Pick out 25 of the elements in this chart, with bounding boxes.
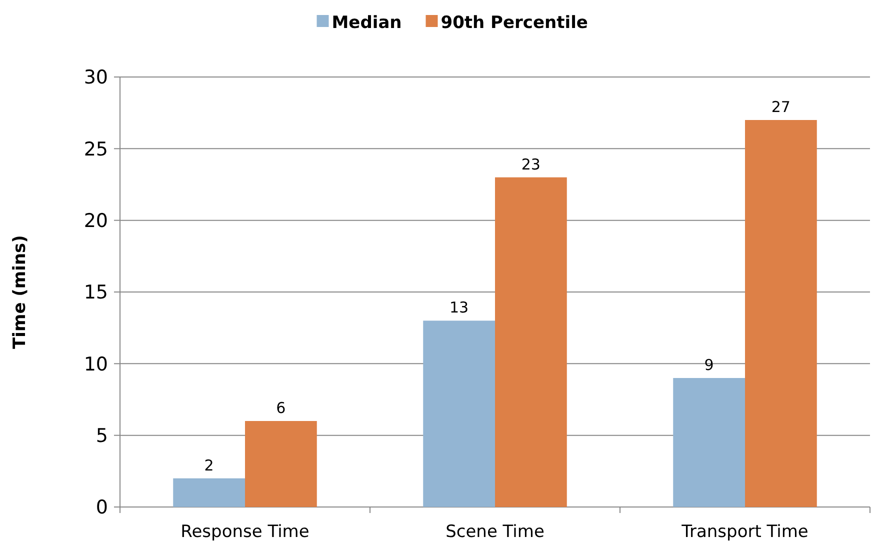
y-tick-label: 0	[96, 496, 108, 519]
bar	[673, 378, 745, 507]
data-label: 2	[204, 456, 214, 474]
bar	[495, 177, 567, 507]
x-tick-label: Response Time	[180, 522, 310, 542]
data-label: 23	[521, 155, 540, 174]
data-label: 9	[704, 356, 714, 374]
y-axis-title: Time (mins)	[10, 235, 30, 349]
legend-label: Median	[332, 12, 402, 33]
legend-label: 90th Percentile	[440, 12, 588, 33]
data-label: 27	[771, 98, 790, 116]
y-tick-label: 5	[96, 424, 108, 447]
y-tick-label: 10	[84, 353, 108, 376]
x-tick-label: Scene Time	[446, 522, 544, 542]
y-tick-label: 15	[84, 282, 108, 304]
x-tick-label: Transport Time	[680, 522, 808, 542]
data-label: 6	[276, 399, 286, 417]
y-tick-label: 25	[84, 138, 108, 160]
bar	[245, 421, 317, 507]
data-label: 13	[450, 298, 469, 317]
bar	[745, 120, 817, 507]
bar	[423, 320, 495, 507]
y-tick-label: 30	[84, 66, 108, 89]
y-tick-label: 20	[84, 210, 108, 232]
bar	[173, 478, 245, 507]
